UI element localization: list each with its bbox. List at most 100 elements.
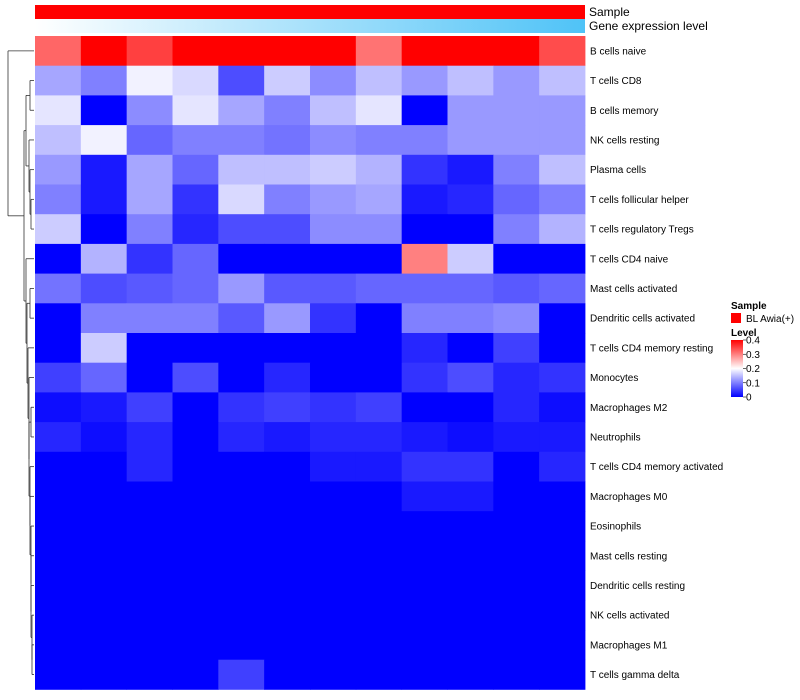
heatmap-cell xyxy=(80,392,128,423)
row-label: Dendritic cells activated xyxy=(590,314,695,325)
row-label: Neutrophils xyxy=(590,432,641,443)
heatmap-cell xyxy=(539,184,586,215)
heatmap-cell xyxy=(126,540,173,571)
sample-legend-entry: BL Awia(+) xyxy=(746,314,794,325)
heatmap-cell xyxy=(310,422,357,453)
heatmap-cell xyxy=(355,511,403,542)
heatmap-cell xyxy=(172,125,219,156)
heatmap-cell xyxy=(493,125,540,156)
heatmap-cell xyxy=(493,36,540,67)
heatmap-cell xyxy=(218,540,265,571)
heatmap-cell xyxy=(218,125,265,156)
heatmap-cell xyxy=(218,392,265,423)
heatmap-cell xyxy=(355,451,403,482)
heatmap-cell xyxy=(355,36,403,67)
heatmap-cell xyxy=(80,125,128,156)
heatmap-cell xyxy=(401,481,448,512)
level-legend-tick-label: 0.4 xyxy=(746,336,760,347)
heatmap-cell xyxy=(264,125,311,156)
heatmap-cell xyxy=(172,511,219,542)
heatmap-cell xyxy=(355,303,403,334)
heatmap-cell xyxy=(493,451,540,482)
heatmap-cell xyxy=(80,243,128,274)
heatmap-cell xyxy=(447,214,494,245)
heatmap-cell xyxy=(218,422,265,453)
level-legend-tick-label: 0 xyxy=(746,393,752,404)
heatmap-cell xyxy=(539,511,586,542)
row-label: Macrophages M0 xyxy=(590,492,668,503)
heatmap-cell xyxy=(35,570,82,601)
heatmap-cell xyxy=(310,451,357,482)
heatmap-cell xyxy=(172,540,219,571)
heatmap-cell xyxy=(447,154,494,185)
heatmap-cell xyxy=(264,570,311,601)
heatmap-cell xyxy=(447,422,494,453)
heatmap-cell xyxy=(310,273,357,304)
heatmap-cell xyxy=(401,333,448,364)
heatmap-cell xyxy=(218,95,265,126)
heatmap-cell xyxy=(310,36,357,67)
heatmap-cell xyxy=(35,125,82,156)
heatmap-cell xyxy=(172,214,219,245)
heatmap-cell xyxy=(310,214,357,245)
heatmap-cell xyxy=(539,95,586,126)
heatmap-cell xyxy=(218,451,265,482)
heatmap-cell xyxy=(447,333,494,364)
heatmap-cell xyxy=(539,303,586,334)
heatmap-cell xyxy=(493,540,540,571)
heatmap-cell xyxy=(126,659,173,690)
heatmap-cell xyxy=(35,214,82,245)
heatmap-cell xyxy=(310,362,357,393)
row-label: T cells CD4 memory resting xyxy=(590,343,713,354)
heatmap-cell xyxy=(401,273,448,304)
heatmap-cell xyxy=(264,65,311,96)
heatmap-cell xyxy=(126,333,173,364)
heatmap-cell xyxy=(172,600,219,631)
heatmap-cell xyxy=(172,303,219,334)
heatmap-cell xyxy=(80,481,128,512)
heatmap-cell xyxy=(172,659,219,690)
heatmap-cell xyxy=(355,570,403,601)
heatmap-cell xyxy=(172,570,219,601)
heatmap-cell xyxy=(355,184,403,215)
heatmap-cell xyxy=(310,125,357,156)
heatmap-cell xyxy=(493,95,540,126)
heatmap-cell xyxy=(493,333,540,364)
heatmap-cell xyxy=(401,303,448,334)
heatmap-cell xyxy=(35,273,82,304)
heatmap-cell xyxy=(126,243,173,274)
heatmap-cell xyxy=(447,184,494,215)
heatmap-cell xyxy=(35,154,82,185)
heatmap-cell xyxy=(35,422,82,453)
heatmap-cell xyxy=(447,392,494,423)
heatmap-cell xyxy=(126,451,173,482)
heatmap-cell xyxy=(126,362,173,393)
heatmap-cell xyxy=(35,540,82,571)
heatmap-cell xyxy=(218,214,265,245)
heatmap-cell xyxy=(310,243,357,274)
heatmap-cell xyxy=(80,570,128,601)
heatmap-cell xyxy=(80,154,128,185)
heatmap-cell xyxy=(355,95,403,126)
heatmap-cell xyxy=(126,422,173,453)
heatmap-cell xyxy=(264,540,311,571)
heatmap-cell xyxy=(172,451,219,482)
heatmap-cell xyxy=(35,600,82,631)
heatmap-cell xyxy=(310,659,357,690)
heatmap-cell xyxy=(447,540,494,571)
sample-legend: Sample BL Awia(+) xyxy=(731,301,794,325)
heatmap-cell xyxy=(539,630,586,661)
heatmap-cell xyxy=(447,243,494,274)
heatmap-cell xyxy=(401,154,448,185)
heatmap-cell xyxy=(172,36,219,67)
heatmap-cell xyxy=(493,481,540,512)
heatmap-cell xyxy=(218,481,265,512)
row-label: Monocytes xyxy=(590,373,638,384)
heatmap-cell xyxy=(126,600,173,631)
level-legend-tick-label: 0.3 xyxy=(746,350,760,361)
heatmap-cell xyxy=(355,481,403,512)
heatmap-cell xyxy=(310,184,357,215)
row-label: Dendritic cells resting xyxy=(590,581,685,592)
heatmap-cell xyxy=(264,422,311,453)
